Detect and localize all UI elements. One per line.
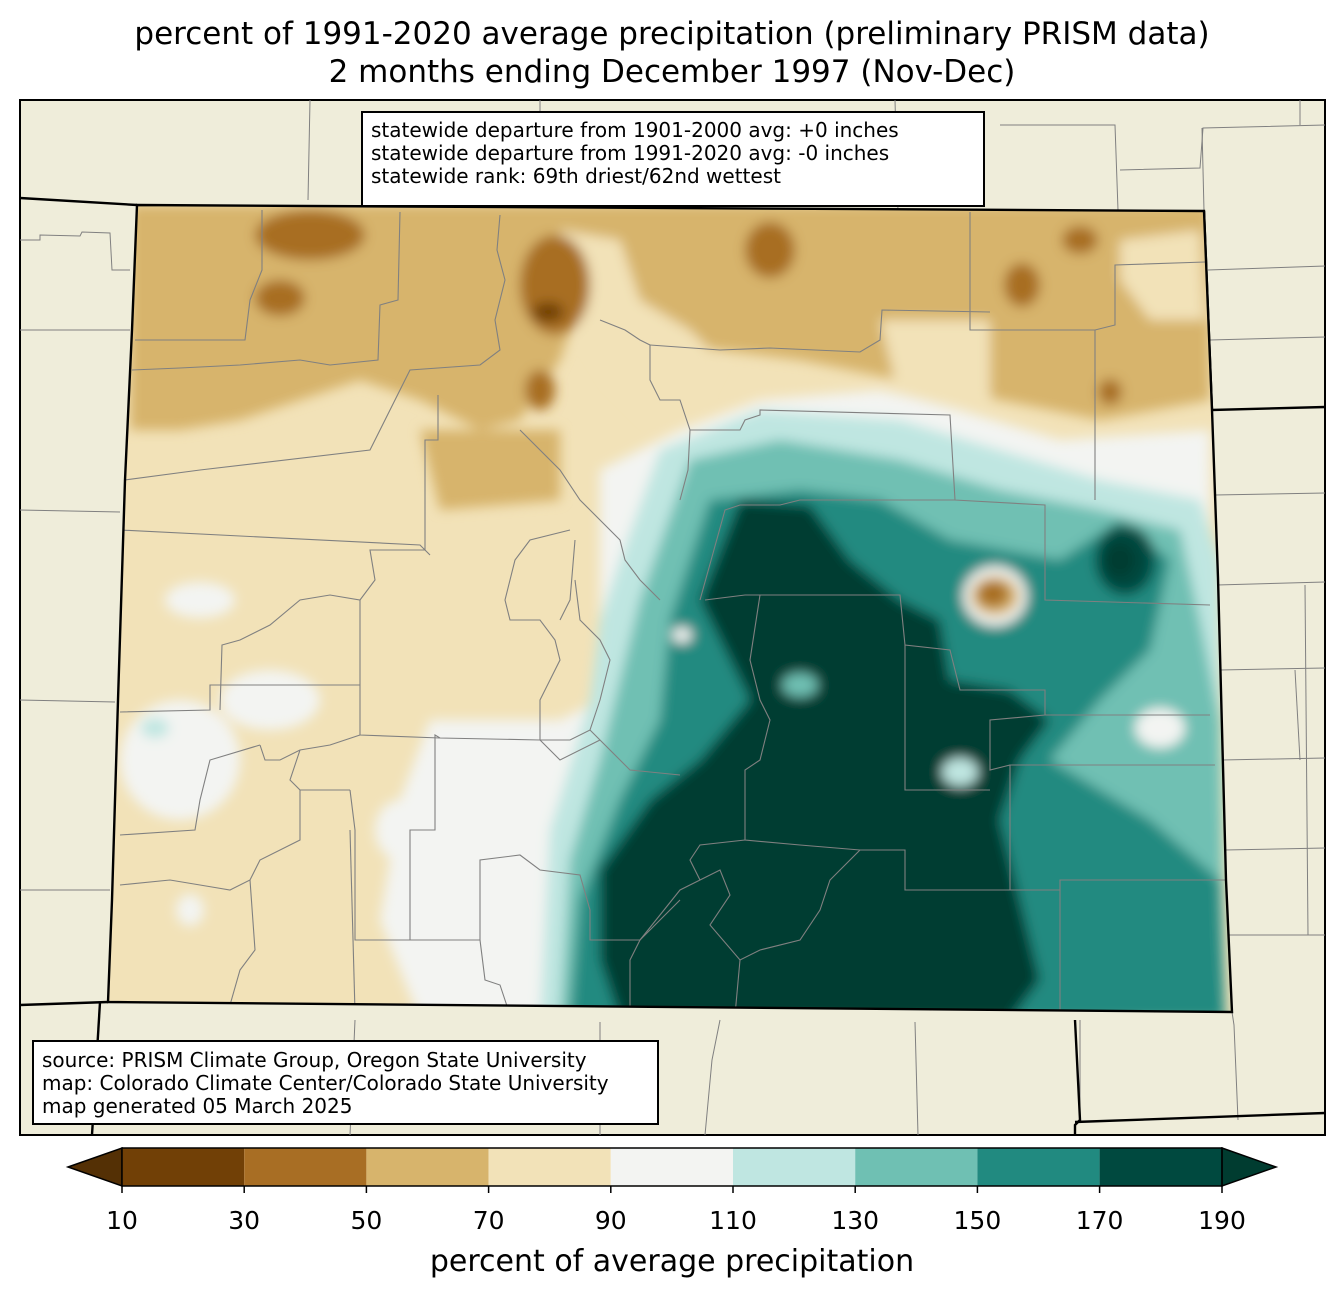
colorbar-bin-170-190 (1099, 1148, 1222, 1186)
colorbar-bin-50-70 (366, 1148, 489, 1186)
colorbar-bin-70-90 (488, 1148, 611, 1186)
colorbar-tick-label: 150 (953, 1206, 1002, 1235)
colorbar-tick-label: 190 (1198, 1206, 1246, 1235)
map-credit-line: map: Colorado Climate Center/Colorado St… (42, 1071, 609, 1095)
stats-departure-1901-2000: statewide departure from 1901-2000 avg: … (371, 118, 899, 142)
colorbar-tick-label: 50 (350, 1206, 383, 1235)
colorbar-tick-label: 90 (594, 1206, 627, 1235)
colorbar-bin-110-130 (733, 1148, 856, 1186)
county-lines (119, 210, 1225, 1012)
colorado-border (106, 203, 1234, 1014)
colorbar-bin-30-50 (244, 1148, 367, 1186)
colorbar-under-arrow (65, 1146, 123, 1188)
colorbar (65, 1146, 1279, 1193)
source-credit-box: source: PRISM Climate Group, Oregon Stat… (32, 1040, 659, 1125)
precip-field (108, 205, 1232, 1012)
colorbar-tick-label: 130 (831, 1206, 880, 1235)
generated-date-line: map generated 05 March 2025 (42, 1094, 353, 1118)
colorbar-tick-label: 70 (472, 1206, 505, 1235)
map-title: percent of 1991-2020 average precipitati… (134, 16, 1210, 52)
stats-rank: statewide rank: 69th driest/62nd wettest (371, 164, 781, 188)
statewide-stats-box: statewide departure from 1901-2000 avg: … (361, 111, 985, 207)
colorbar-tick-label: 170 (1075, 1206, 1124, 1235)
colorbar-bin-10-30 (122, 1148, 245, 1186)
colorbar-tick-label: 10 (106, 1206, 138, 1235)
colorbar-tick-label: 30 (228, 1206, 261, 1235)
map-subtitle: 2 months ending December 1997 (Nov-Dec) (328, 54, 1016, 90)
stats-departure-1991-2020: statewide departure from 1991-2020 avg: … (371, 141, 890, 165)
colorbar-over-arrow (1221, 1146, 1279, 1188)
colorbar-bin-90-110 (610, 1148, 733, 1186)
colorbar-tick-label: 110 (709, 1206, 757, 1235)
colorbar-label: percent of average precipitation (429, 1244, 915, 1279)
colorbar-bin-150-170 (977, 1148, 1100, 1186)
source-line: source: PRISM Climate Group, Oregon Stat… (42, 1048, 587, 1072)
colorbar-bin-130-150 (855, 1148, 978, 1186)
